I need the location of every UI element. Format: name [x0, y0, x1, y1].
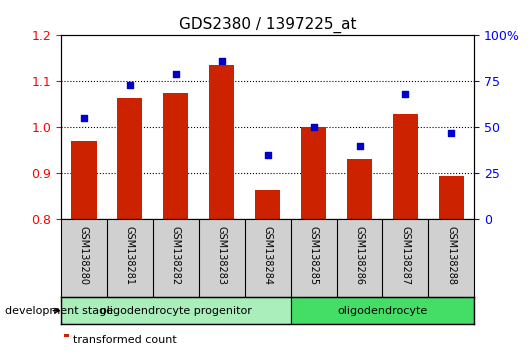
Text: GSM138283: GSM138283: [217, 226, 227, 285]
Text: GSM138281: GSM138281: [125, 226, 135, 285]
Point: [80, 115, 88, 121]
Point: [263, 152, 272, 158]
Bar: [117, 97, 143, 219]
Text: GSM138286: GSM138286: [355, 226, 365, 285]
Point: [217, 58, 226, 64]
Bar: [255, 190, 280, 219]
Text: oligodendrocyte: oligodendrocyte: [338, 306, 428, 316]
Bar: [347, 159, 372, 219]
Bar: [209, 65, 234, 219]
Text: GSM138282: GSM138282: [171, 226, 181, 285]
Text: GSM138287: GSM138287: [401, 226, 410, 285]
Bar: [61, 297, 290, 324]
Point: [355, 143, 364, 149]
Point: [172, 71, 180, 77]
Bar: [71, 141, 96, 219]
Point: [310, 125, 318, 130]
Text: GSM138288: GSM138288: [446, 226, 456, 285]
Text: GSM138285: GSM138285: [308, 226, 319, 285]
Point: [401, 91, 410, 97]
Title: GDS2380 / 1397225_at: GDS2380 / 1397225_at: [179, 16, 356, 33]
Bar: [393, 114, 418, 219]
Text: oligodendrocyte progenitor: oligodendrocyte progenitor: [100, 306, 252, 316]
Text: development stage: development stage: [5, 306, 113, 316]
Point: [126, 82, 134, 88]
Bar: [439, 176, 464, 219]
Text: GSM138284: GSM138284: [263, 226, 272, 285]
Bar: [163, 93, 189, 219]
Bar: [290, 297, 474, 324]
Text: GSM138280: GSM138280: [79, 226, 89, 285]
Text: transformed count: transformed count: [66, 335, 177, 344]
Bar: [301, 127, 326, 219]
Point: [447, 130, 456, 136]
